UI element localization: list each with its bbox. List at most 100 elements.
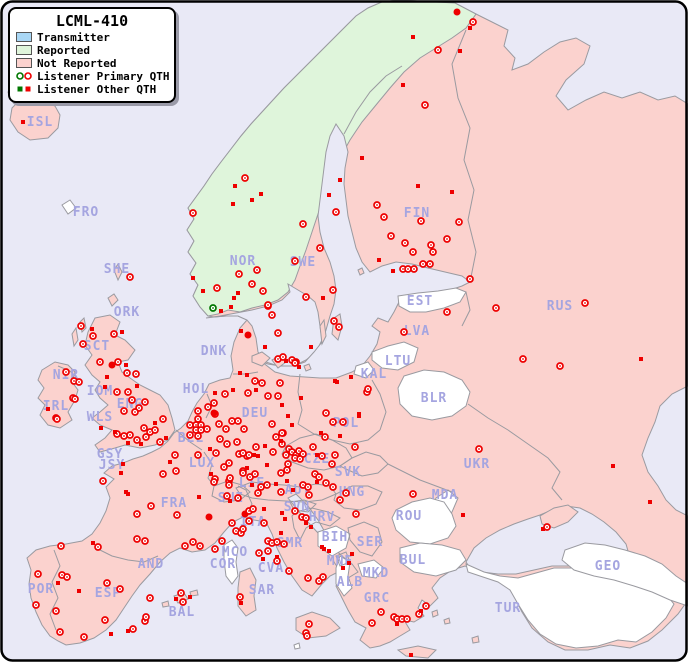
country-kal	[353, 361, 375, 379]
not-reported-swatch	[16, 58, 32, 68]
country-label-mne: MNE	[327, 554, 353, 569]
listener-other-qth-marker	[239, 329, 243, 333]
listener-primary-qth-marker	[245, 517, 253, 525]
island-corsica	[223, 539, 239, 585]
listener-other-qth-marker	[322, 547, 326, 551]
listener-other-qth-marker	[349, 375, 353, 379]
country-label-sct: SCT	[84, 339, 110, 354]
listener-primary-qth-marker	[274, 329, 282, 337]
listener-other-qth-marker	[77, 589, 81, 593]
country-label-lva: LVA	[404, 324, 430, 339]
listener-other-qth-marker	[338, 434, 342, 438]
listener-other-qth-marker	[283, 517, 287, 521]
country-label-blr: BLR	[421, 391, 447, 406]
listener-other-qth-marker	[168, 460, 172, 464]
listener-other-qth-marker	[105, 375, 109, 379]
listener-primary-qth-marker	[235, 270, 243, 278]
listener-cluster-marker	[244, 331, 252, 339]
listener-primary-qth-marker	[245, 451, 253, 459]
country-est	[397, 287, 467, 313]
listener-primary-qth-marker	[322, 409, 330, 417]
country-label-and: AND	[138, 557, 164, 572]
listener-primary-qth-marker	[377, 608, 385, 616]
listener-other-qth-marker	[458, 49, 462, 53]
listener-primary-qth-marker	[283, 466, 291, 474]
listener-primary-qth-marker	[239, 525, 247, 533]
listener-primary-qth-marker	[222, 425, 230, 433]
listener-other-qth-marker	[274, 482, 278, 486]
listener-primary-qth-marker	[255, 549, 263, 557]
listener-other-qth-marker	[419, 609, 423, 613]
listener-primary-qth-marker	[189, 538, 197, 546]
country-label-mkd: MKD	[363, 566, 389, 581]
listener-other-qth-marker	[461, 513, 465, 517]
listener-primary-qth-marker	[32, 601, 40, 609]
country-mkd	[357, 559, 385, 579]
listener-other-qth-marker	[120, 330, 124, 334]
country-label-sar: SAR	[249, 583, 275, 598]
listener-primary-qth-marker	[400, 328, 408, 336]
listener-other-qth-marker	[275, 555, 279, 559]
listener-other-qth-marker	[541, 527, 545, 531]
listener-other-qth-marker	[103, 385, 107, 389]
country-label-gsy: GSY	[97, 447, 123, 462]
listener-cluster-marker	[108, 361, 116, 369]
landmasses	[7, 0, 688, 659]
listener-other-qth-marker	[121, 462, 125, 466]
listener-other-qth-marker	[648, 500, 652, 504]
listener-other-qth-marker	[309, 525, 313, 529]
listener-other-qth-marker	[360, 156, 364, 160]
listener-primary-qth-marker	[318, 452, 326, 460]
legend-title: LCML-410	[55, 12, 129, 30]
listener-primary-qth-marker	[273, 538, 281, 546]
listener-primary-qth-marker	[259, 287, 267, 295]
listener-other-qth-marker	[238, 371, 242, 375]
listener-other-qth-marker	[395, 622, 399, 626]
listener-cluster-marker	[210, 409, 218, 417]
country-rou	[391, 497, 457, 545]
listener-primary-qth-marker	[240, 425, 248, 433]
listener-primary-qth-marker	[305, 620, 313, 628]
listener-primary-qth-marker	[434, 46, 442, 54]
listener-primary-qth-marker	[284, 460, 292, 468]
country-gbr	[84, 314, 176, 453]
listener-primary-qth-marker	[133, 535, 141, 543]
island-bornholm	[303, 363, 312, 372]
listener-primary-qth-marker	[179, 598, 187, 606]
listener-primary-qth-marker	[291, 257, 299, 265]
listener-primary-qth-marker	[282, 451, 290, 459]
listener-other-qth-marker	[401, 83, 405, 87]
listener-other-qth-marker	[239, 601, 243, 605]
listener-other-qth-marker	[338, 178, 342, 182]
island-hebrides-1	[71, 326, 79, 348]
listener-primary-qth-marker	[186, 431, 194, 439]
country-label-mda: MDA	[432, 488, 458, 503]
listener-other-qth-marker	[315, 480, 319, 484]
listener-primary-qth-marker	[177, 589, 185, 597]
listener-other-qth-marker	[259, 192, 263, 196]
listener-other-qth-marker	[56, 581, 60, 585]
listener-primary-qth-marker	[99, 477, 107, 485]
listener-primary-qth-marker	[223, 440, 231, 448]
legend-row-primary-qth: Listener Primary QTH	[16, 70, 169, 83]
listener-other-qth-marker	[321, 296, 325, 300]
listener-primary-qth-marker	[120, 407, 128, 415]
island-aegean-1	[431, 609, 439, 618]
listener-primary-qth-marker	[296, 455, 304, 463]
listener-primary-qth-marker	[421, 101, 429, 109]
sea-baltic	[261, 123, 471, 379]
listener-primary-qth-marker	[252, 443, 260, 451]
listener-primary-qth-marker	[279, 353, 287, 361]
listener-primary-qth-marker	[328, 460, 336, 468]
listener-primary-qth-marker	[228, 519, 236, 527]
listener-primary-qth-marker	[126, 273, 134, 281]
listener-primary-qth-marker	[332, 208, 340, 216]
listener-primary-qth-marker	[197, 426, 205, 434]
country-label-jsy: JSY	[99, 458, 125, 473]
listener-primary-qth-marker	[132, 370, 140, 378]
country-label-ser: SER	[357, 535, 383, 550]
listener-primary-qth-marker	[364, 385, 372, 393]
listener-other-qth-marker	[153, 421, 157, 425]
country-label-kal: KAL	[361, 367, 387, 382]
island-oland	[319, 318, 327, 346]
